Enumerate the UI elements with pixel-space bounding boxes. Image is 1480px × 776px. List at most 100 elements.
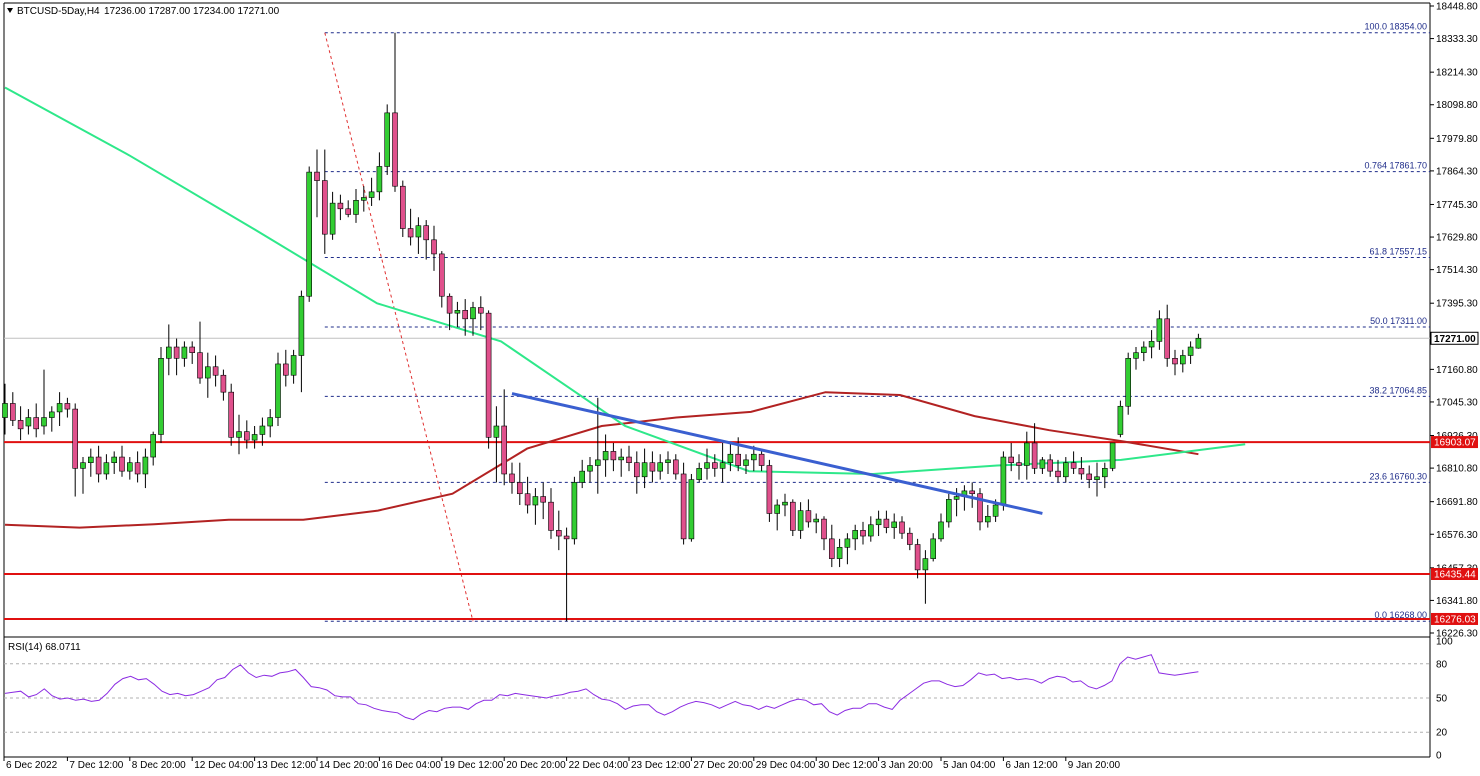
candle (743, 454, 749, 474)
collapse-triangle-icon[interactable] (7, 8, 13, 13)
candle (236, 414, 242, 455)
candle (618, 448, 625, 477)
bullish-candle-body (150, 434, 156, 458)
candle (610, 442, 617, 472)
candle (368, 177, 375, 206)
candle (290, 349, 297, 384)
candle (119, 445, 125, 477)
price-tick-label: 16226.30 (1436, 629, 1478, 640)
candle (423, 220, 430, 260)
bullish-candle-body (571, 482, 578, 540)
candle (774, 499, 781, 531)
candle (688, 473, 695, 542)
bullish-candle-body (688, 479, 695, 540)
bullish-candle-body (587, 465, 593, 472)
candle (899, 516, 905, 539)
fib-level-label: 38.2 17064.85 (1369, 385, 1427, 395)
bullish-candle-body (797, 510, 804, 531)
bearish-candle-body (1047, 459, 1053, 472)
bullish-candle-body (743, 459, 749, 466)
time-tick-label: 7 Dec 12:00 (69, 760, 123, 771)
bullish-candle-body (290, 355, 297, 376)
time-tick-label: 5 Jan 04:00 (943, 760, 996, 771)
bullish-candle-body (852, 530, 859, 540)
fib-anchor-line (324, 32, 474, 622)
time-tick-label: 3 Jan 20:00 (881, 760, 934, 771)
candle (220, 369, 227, 401)
symbol-label: BTCUSD-5Day,H4 (17, 6, 100, 17)
candle (719, 442, 726, 483)
bullish-candle-body (376, 166, 383, 193)
candle (1180, 349, 1186, 373)
horizontal-levels (4, 441, 1430, 620)
bearish-candle-body (1172, 358, 1178, 365)
price-tick-label: 17160.80 (1436, 365, 1478, 376)
candle (805, 499, 812, 528)
candle (602, 434, 609, 477)
candle (1195, 333, 1202, 349)
candle (48, 406, 55, 432)
bearish-candle-body (228, 391, 234, 438)
level-price-box (1431, 436, 1478, 449)
time-tick-label: 12 Dec 04:00 (194, 760, 254, 771)
bullish-candle-body (579, 470, 586, 483)
bullish-candle-body (259, 425, 266, 435)
candle (641, 448, 648, 489)
candle (56, 392, 63, 427)
bearish-candle-body (438, 253, 445, 297)
bullish-candle-body (1094, 476, 1100, 480)
fast-moving-average-line (4, 86, 1246, 476)
candle (267, 409, 274, 438)
bullish-candle-body (493, 425, 500, 438)
candle (376, 152, 383, 201)
candle (150, 431, 156, 466)
price-tick-label: 17745.30 (1436, 200, 1478, 211)
time-tick-label: 13 Dec 12:00 (257, 760, 317, 771)
candle (867, 516, 874, 542)
candle (251, 426, 258, 449)
bullish-candle-body (236, 431, 242, 438)
bullish-candle-body (938, 521, 944, 540)
bearish-trendline[interactable] (511, 392, 1043, 515)
candle (509, 462, 515, 494)
bullish-candle-body (166, 346, 172, 359)
drawn-lines (511, 392, 1043, 515)
candle (407, 208, 414, 246)
fib-level-label: 100.0 18354.00 (1364, 22, 1427, 32)
time-tick-label: 30 Dec 12:00 (818, 760, 878, 771)
bullish-candle-body (844, 538, 851, 548)
fib-level-label: 50.0 17311.00 (1370, 316, 1427, 326)
bearish-candle-body (244, 431, 250, 441)
candle (1187, 341, 1194, 364)
candle (1094, 462, 1100, 497)
bullish-candle-body (945, 499, 952, 523)
candle (657, 454, 664, 480)
bearish-candle-body (399, 185, 406, 229)
bullish-candle-body (41, 417, 47, 427)
bullish-candle-body (470, 307, 476, 320)
candle (750, 445, 757, 472)
ohlc-label: 17236.00 17287.00 17234.00 17271.00 (104, 6, 280, 17)
price-tick-label: 17979.80 (1436, 134, 1478, 145)
bullish-candle-body (127, 462, 133, 472)
candle (540, 482, 547, 520)
candle (2, 383, 8, 435)
bullish-candle-body (329, 202, 336, 235)
rsi-tick-label: 80 (1436, 659, 1448, 670)
candle (524, 476, 531, 514)
time-tick-label: 23 Dec 12:00 (631, 760, 691, 771)
candle (1047, 454, 1053, 477)
bullish-candle-body (1141, 346, 1147, 353)
bullish-candle-body (1195, 337, 1202, 349)
time-tick-label: 9 Jan 20:00 (1068, 760, 1121, 771)
price-tick-label: 18333.30 (1436, 34, 1478, 45)
bullish-candle-body (298, 295, 305, 356)
bearish-candle-body (485, 312, 492, 438)
candle (485, 310, 492, 449)
bullish-candle-body (80, 462, 86, 469)
candle (353, 189, 359, 223)
bearish-candle-body (423, 225, 430, 241)
bearish-candle-body (509, 473, 515, 483)
bearish-candle-body (680, 473, 687, 540)
